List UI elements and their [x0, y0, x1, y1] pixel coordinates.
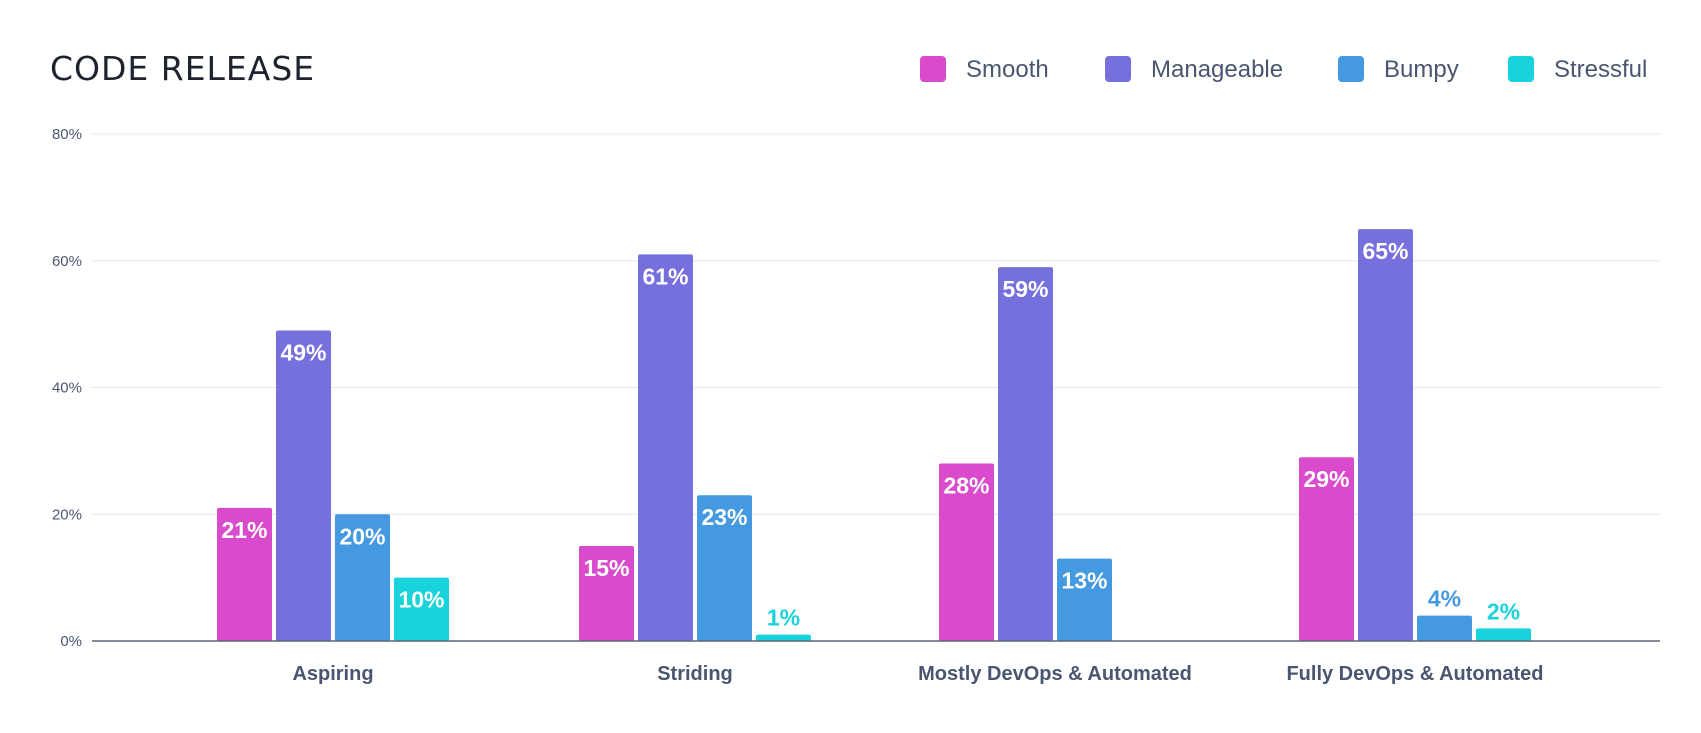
bar-manageable — [1358, 229, 1413, 641]
data-label: 13% — [1061, 568, 1107, 594]
data-label: 15% — [583, 555, 629, 581]
legend: Smooth Manageable Bumpy Stressful — [920, 56, 1647, 83]
data-label: 20% — [339, 523, 385, 549]
legend-item-bumpy[interactable]: Bumpy — [1338, 56, 1459, 83]
bar-bumpy — [1057, 558, 1112, 641]
x-axis: Aspiring Striding Mostly DevOps & Automate… — [92, 640, 1660, 685]
data-label: 59% — [1002, 276, 1048, 302]
bar-bumpy — [697, 495, 752, 641]
y-tick-label: 20% — [52, 506, 82, 523]
y-tick-label: 60% — [52, 253, 82, 270]
data-label: 4% — [1428, 586, 1461, 612]
legend-label: Bumpy — [1384, 56, 1459, 83]
y-tick-label: 0% — [60, 633, 82, 650]
legend-item-stressful[interactable]: Stressful — [1508, 56, 1647, 83]
legend-item-manageable[interactable]: Manageable — [1105, 56, 1283, 83]
bars: 21% 49% 20% 10% 15% 61% 23% 1% 28% 59% 13% 29% 65% 4%… — [217, 229, 1531, 641]
data-label: 1% — [767, 605, 800, 631]
legend-swatch — [1338, 56, 1364, 82]
data-label: 2% — [1487, 598, 1520, 624]
legend-swatch — [1105, 56, 1131, 82]
bar-stressful — [756, 634, 811, 641]
x-tick-label: Mostly DevOps & Automated — [918, 663, 1192, 685]
bar-stressful — [1476, 628, 1531, 641]
data-label: 23% — [701, 504, 747, 530]
bar-manageable — [638, 254, 693, 641]
y-tick-label: 40% — [52, 380, 82, 397]
data-label: 61% — [642, 263, 688, 289]
x-tick-label: Striding — [657, 663, 733, 685]
bar-bumpy — [1417, 615, 1472, 641]
data-label: 21% — [221, 517, 267, 543]
legend-item-smooth[interactable]: Smooth — [920, 56, 1049, 83]
data-label: 29% — [1303, 466, 1349, 492]
bar-smooth — [1299, 457, 1354, 641]
x-tick-label: Fully DevOps & Automated — [1286, 663, 1543, 685]
y-tick-label: 80% — [52, 126, 82, 143]
data-label: 49% — [280, 339, 326, 365]
bar-manageable — [276, 330, 331, 641]
x-tick-label: Aspiring — [292, 663, 373, 685]
data-label: 28% — [943, 473, 989, 499]
legend-label: Smooth — [966, 56, 1049, 83]
legend-swatch — [1508, 56, 1534, 82]
legend-label: Manageable — [1151, 56, 1283, 83]
bar-manageable — [998, 267, 1053, 641]
legend-label: Stressful — [1554, 56, 1647, 83]
chart-title: CODE RELEASE — [50, 49, 315, 88]
bar-smooth — [579, 545, 634, 641]
bar-smooth — [939, 463, 994, 641]
data-label: 65% — [1362, 238, 1408, 264]
data-label: 10% — [398, 587, 444, 613]
bar-bumpy — [335, 514, 390, 641]
legend-swatch — [920, 56, 946, 82]
bar-smooth — [217, 507, 272, 641]
bar-stressful — [394, 577, 449, 641]
